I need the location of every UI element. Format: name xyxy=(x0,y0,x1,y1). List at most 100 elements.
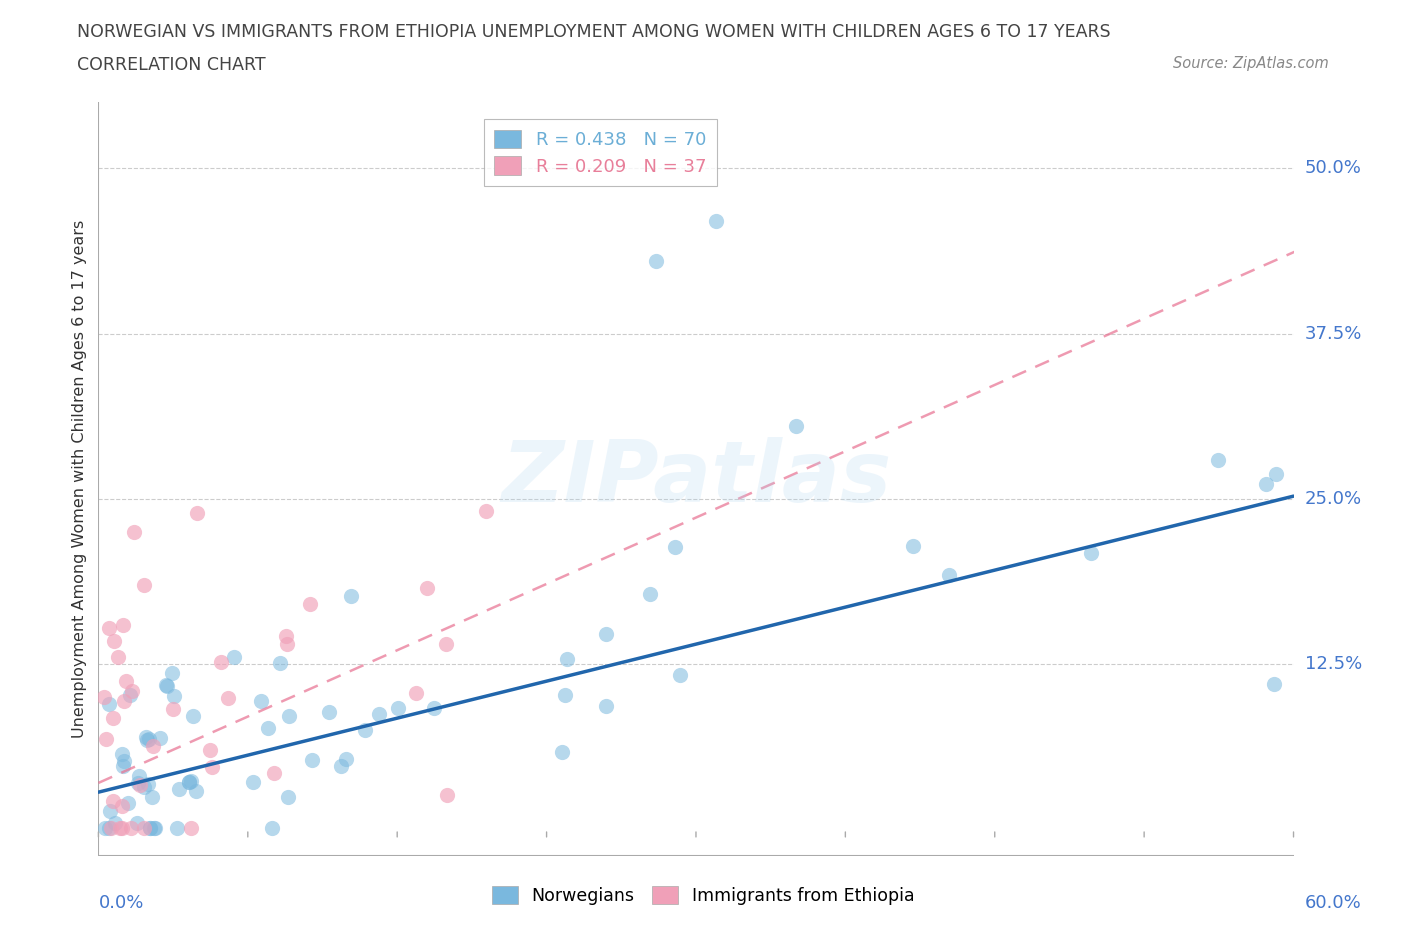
Point xyxy=(475,504,498,519)
Point xyxy=(93,689,115,704)
Point xyxy=(367,707,389,722)
Legend: R = 0.438   N = 70, R = 0.209   N = 37: R = 0.438 N = 70, R = 0.209 N = 37 xyxy=(484,119,717,186)
Point xyxy=(638,587,661,602)
Point xyxy=(263,765,285,780)
Point xyxy=(100,820,122,835)
Point xyxy=(645,254,668,269)
Point xyxy=(127,776,149,790)
Point xyxy=(335,751,357,766)
Y-axis label: Unemployment Among Women with Children Ages 6 to 17 years: Unemployment Among Women with Children A… xyxy=(72,219,87,738)
Point xyxy=(136,777,159,792)
Text: 12.5%: 12.5% xyxy=(1305,655,1362,673)
Point xyxy=(1265,467,1288,482)
Point xyxy=(139,820,162,835)
Point xyxy=(901,538,924,553)
Point xyxy=(114,673,136,688)
Point xyxy=(156,679,179,694)
Point xyxy=(340,589,363,604)
Text: Source: ZipAtlas.com: Source: ZipAtlas.com xyxy=(1173,56,1329,71)
Point xyxy=(94,820,117,835)
Point xyxy=(124,525,146,539)
Point xyxy=(330,759,353,774)
Point xyxy=(179,775,201,790)
Point xyxy=(257,721,280,736)
Point xyxy=(298,596,321,611)
Point xyxy=(111,799,134,814)
Point xyxy=(278,709,301,724)
Point xyxy=(138,732,160,747)
Point xyxy=(938,568,960,583)
Point xyxy=(118,687,141,702)
Point xyxy=(112,753,135,768)
Point xyxy=(318,705,340,720)
Point xyxy=(121,820,143,835)
Point xyxy=(555,652,578,667)
Point xyxy=(354,723,377,737)
Point xyxy=(149,731,172,746)
Point xyxy=(139,820,162,835)
Point xyxy=(179,774,201,789)
Point xyxy=(142,820,165,835)
Point xyxy=(595,698,617,713)
Point xyxy=(405,685,427,700)
Text: CORRELATION CHART: CORRELATION CHART xyxy=(77,56,266,73)
Point xyxy=(668,668,690,683)
Point xyxy=(551,744,574,759)
Point xyxy=(111,759,134,774)
Text: 25.0%: 25.0% xyxy=(1305,490,1362,508)
Point xyxy=(117,795,139,810)
Point xyxy=(98,804,121,818)
Point xyxy=(181,709,204,724)
Point xyxy=(200,760,222,775)
Text: ZIPatlas: ZIPatlas xyxy=(501,437,891,521)
Point xyxy=(436,787,458,802)
Point xyxy=(423,701,446,716)
Point xyxy=(1263,676,1285,691)
Point xyxy=(269,656,291,671)
Point xyxy=(108,820,131,835)
Point xyxy=(276,629,298,644)
Point xyxy=(121,684,143,698)
Point xyxy=(143,820,166,835)
Point xyxy=(249,693,271,708)
Text: 37.5%: 37.5% xyxy=(1305,325,1362,342)
Point xyxy=(595,627,617,642)
Point xyxy=(98,621,121,636)
Point xyxy=(103,633,125,648)
Point xyxy=(107,650,129,665)
Point xyxy=(162,701,184,716)
Point xyxy=(96,731,118,746)
Point xyxy=(97,697,120,711)
Point xyxy=(111,746,134,761)
Point xyxy=(127,816,149,830)
Point xyxy=(98,820,121,835)
Point xyxy=(134,578,156,592)
Point xyxy=(434,637,457,652)
Point xyxy=(111,820,134,835)
Point xyxy=(217,690,239,705)
Point xyxy=(180,774,202,789)
Point xyxy=(136,733,159,748)
Point xyxy=(155,677,177,692)
Point xyxy=(166,820,188,835)
Text: 50.0%: 50.0% xyxy=(1305,159,1361,178)
Point xyxy=(664,539,686,554)
Point xyxy=(112,694,135,709)
Point xyxy=(301,752,323,767)
Point xyxy=(186,506,208,521)
Point xyxy=(101,793,124,808)
Point xyxy=(132,820,155,835)
Text: 0.0%: 0.0% xyxy=(98,895,143,912)
Point xyxy=(160,666,183,681)
Point xyxy=(554,687,576,702)
Point xyxy=(222,649,245,664)
Point xyxy=(242,775,264,790)
Point xyxy=(134,779,156,794)
Point xyxy=(1256,476,1278,491)
Point xyxy=(104,816,127,830)
Point xyxy=(1080,546,1102,561)
Point xyxy=(135,729,157,744)
Point xyxy=(387,700,409,715)
Point xyxy=(163,689,186,704)
Point xyxy=(260,820,283,835)
